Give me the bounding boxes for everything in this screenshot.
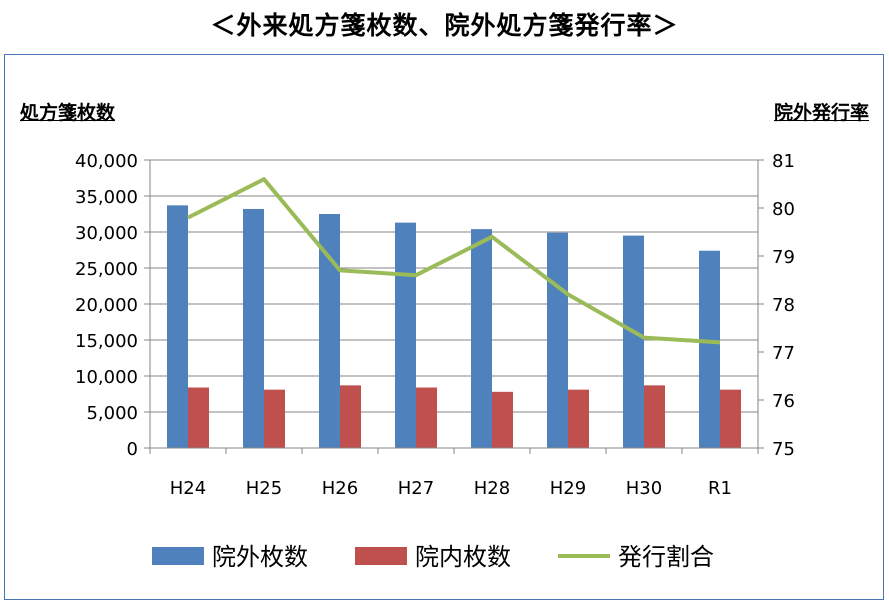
bar-inpatient <box>720 389 741 448</box>
x-tick-label: H25 <box>246 478 282 499</box>
y2-tick-label: 80 <box>772 199 795 220</box>
bar-inpatient <box>644 385 665 448</box>
x-tick-label: H27 <box>398 478 434 499</box>
legend-label: 院外枚数 <box>212 543 308 571</box>
x-tick-label: H24 <box>170 478 206 499</box>
y2-tick-label: 81 <box>772 151 795 172</box>
y2-tick-label: 75 <box>772 439 795 460</box>
bar-inpatient <box>340 385 361 448</box>
x-tick-label: H30 <box>626 478 662 499</box>
x-tick-label: R1 <box>708 478 732 499</box>
legend-swatch <box>355 547 407 565</box>
legend-label: 院内枚数 <box>415 543 511 571</box>
bar-series <box>167 205 741 448</box>
y-tick-label: 5,000 <box>86 403 138 424</box>
y-tick-label: 35,000 <box>75 187 138 208</box>
line-series <box>187 177 721 345</box>
y2-tick-label: 79 <box>772 247 795 268</box>
bar-inpatient <box>492 391 513 448</box>
bar-outpatient <box>623 235 644 448</box>
legend: 院外枚数 院内枚数 発行割合 <box>152 543 714 571</box>
bar-outpatient <box>395 222 416 448</box>
bar-outpatient <box>471 229 492 448</box>
bar-outpatient <box>699 250 720 448</box>
y-tick-label: 15,000 <box>75 331 138 352</box>
bar-inpatient <box>568 389 589 448</box>
gridlines <box>150 159 758 413</box>
axes <box>144 159 764 454</box>
legend-swatch <box>152 547 204 565</box>
chart-title: ＜外来処方箋枚数、院外処方箋発行率＞ <box>210 11 679 40</box>
y-tick-label: 25,000 <box>75 259 138 280</box>
y-axis-title: 処方箋枚数 <box>20 102 116 124</box>
bar-inpatient <box>416 387 437 448</box>
y2-tick-label: 77 <box>772 343 795 364</box>
y2-axis-title: 院外発行率 <box>773 102 869 124</box>
y-tick-label: 30,000 <box>75 223 138 244</box>
bar-inpatient <box>188 387 209 448</box>
bar-inpatient <box>264 389 285 448</box>
y2-tick-label: 76 <box>772 391 795 412</box>
tick-labels: 0 5,000 10,000 15,000 20,000 25,000 30,000 35,0… <box>75 151 795 499</box>
chart-frame <box>4 54 884 600</box>
legend-label: 発行割合 <box>618 543 714 571</box>
y-tick-label: 0 <box>127 439 138 460</box>
x-tick-label: H28 <box>474 478 510 499</box>
y-tick-label: 10,000 <box>75 367 138 388</box>
bar-outpatient <box>167 205 188 448</box>
bar-outpatient <box>547 232 568 448</box>
x-tick-label: H26 <box>322 478 358 499</box>
issue-rate-line <box>187 177 721 345</box>
y-tick-label: 20,000 <box>75 295 138 316</box>
x-tick-label: H29 <box>550 478 586 499</box>
y-tick-label: 40,000 <box>75 151 138 172</box>
bar-outpatient <box>319 214 340 448</box>
bar-outpatient <box>243 208 264 448</box>
y2-tick-label: 78 <box>772 295 795 316</box>
